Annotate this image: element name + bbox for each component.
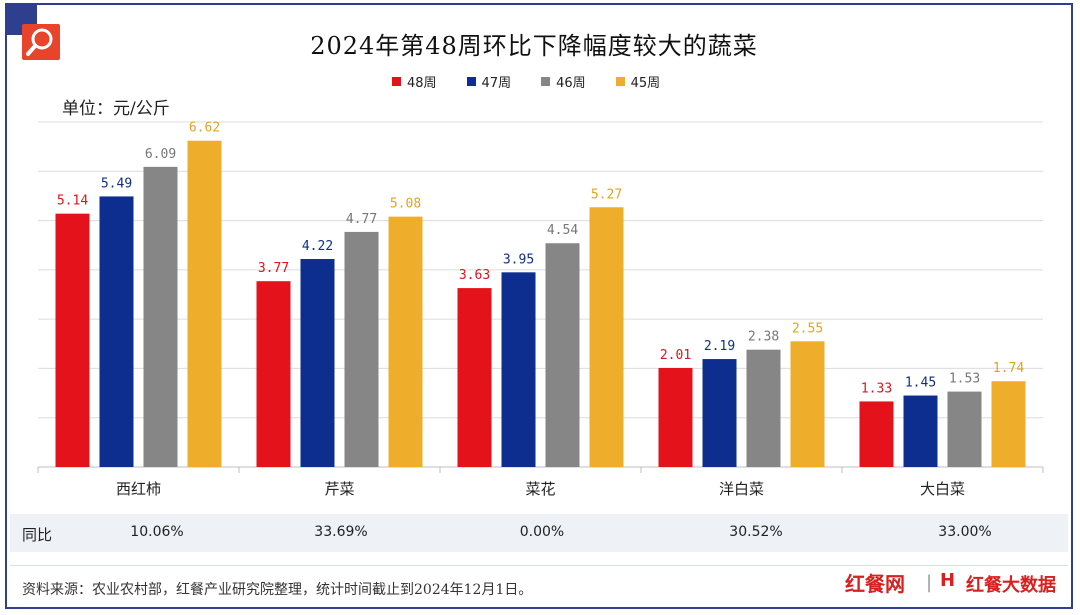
bar [300,259,335,467]
bar [947,391,982,467]
data-label: 3.95 [503,252,534,267]
source-note: 资料来源：农业农村部，红餐产业研究院整理，统计时间截止到2024年12月1日。 [22,582,533,598]
data-label: 1.33 [861,381,892,396]
bar [388,216,423,467]
data-label: 2.01 [660,348,691,363]
bar [859,401,894,467]
bar [457,288,492,467]
unit-label: 单位：元/公斤 [62,99,170,119]
hongcan-logo: 红餐网 [845,572,905,596]
data-label: 5.49 [101,176,132,191]
magnifier-icon [22,24,60,60]
data-label: 5.14 [57,194,88,209]
x-tick-label: 大白菜 [920,480,965,498]
bar [501,272,536,467]
bar [344,231,379,467]
data-label: 2.19 [704,339,735,354]
bar [903,395,938,467]
bar [790,341,825,467]
chart-frame [5,3,1073,609]
hongcan-data-logo: 红餐大数据 [966,575,1056,596]
x-tick-label: 菜花 [525,480,555,498]
data-label: 4.77 [346,212,377,227]
bar [187,140,222,467]
legend-item-47: 47周 [466,72,512,91]
bar [545,243,580,467]
data-label: 5.27 [591,187,622,202]
hongcan-data-logo-mark: H [940,570,956,591]
legend-label-48: 48周 [407,76,437,91]
x-tick-label: 西红柿 [116,480,161,498]
data-label: 1.53 [949,372,980,387]
legend-item-45: 45周 [615,72,661,91]
legend-item-48: 48周 [392,72,437,91]
legend-swatch-46 [541,77,551,86]
yoy-label: 同比 [22,526,53,544]
yoy-value: 10.06% [130,524,184,540]
data-label: 6.62 [189,121,220,136]
data-label: 2.55 [792,321,823,336]
bar [55,213,90,467]
legend-item-46: 46周 [541,72,586,91]
bar [702,359,737,467]
bar-chart: 5.14 5.49 6.09 6.62 西红柿 3.77 4.22 4.77 5.08 芹菜 3.6… [37,121,1044,498]
data-label: 5.08 [390,197,421,212]
bar [746,349,781,467]
yoy-value: 33.69% [314,524,368,540]
bar [658,367,693,467]
x-tick-label: 洋白菜 [719,480,764,498]
data-label: 2.38 [748,330,779,345]
data-label: 1.45 [905,376,936,391]
yoy-row: 同比 10.06% 33.69% 0.00% 30.52% 33.00% [10,514,1068,552]
yoy-value: 30.52% [729,524,783,540]
chart-title: 2024年第48周环比下降幅度较大的蔬菜 [310,32,758,60]
yoy-value: 33.00% [938,524,992,540]
data-label: 6.09 [145,147,176,162]
logo-separator: | [926,572,933,593]
bar [589,207,624,467]
legend-swatch-48 [392,77,401,86]
data-label: 1.74 [993,361,1024,376]
bar [99,196,134,467]
legend-swatch-45 [615,77,625,86]
bar [143,166,178,467]
data-label: 3.77 [258,261,289,276]
legend-label-45: 45周 [630,76,661,91]
x-tick-label: 芹菜 [324,480,354,498]
data-label: 4.54 [547,223,578,238]
footer-divider [10,565,1068,566]
data-label: 3.63 [459,268,490,283]
bar [256,281,291,467]
legend-swatch-47 [466,77,476,86]
legend-label-46: 46周 [556,76,586,91]
data-label: 4.22 [302,239,333,254]
chart-legend: 48周 47周 46周 45周 [392,72,660,91]
bar [991,381,1026,467]
legend-label-47: 47周 [481,76,512,91]
yoy-value: 0.00% [519,524,565,540]
